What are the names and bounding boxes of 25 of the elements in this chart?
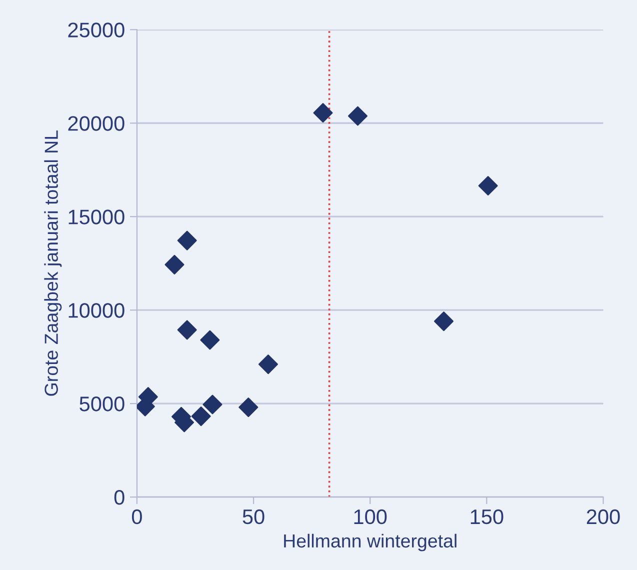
- point: [258, 354, 278, 374]
- y-tick-label: 25000: [68, 22, 124, 38]
- y-tick-label: 15000: [68, 210, 124, 224]
- point: [434, 312, 454, 332]
- y-tick-label: 10000: [68, 303, 124, 318]
- x-tick-label: 100: [354, 509, 387, 524]
- x-tick-label: 50: [242, 509, 264, 524]
- point: [200, 330, 220, 350]
- x-tick-label: 200: [586, 509, 620, 524]
- point: [164, 254, 184, 274]
- point: [202, 394, 222, 414]
- x-tick-label: 150: [470, 509, 504, 524]
- x-tick-label: 0: [132, 509, 142, 524]
- point: [313, 103, 333, 123]
- y-tick-label: 20000: [68, 116, 124, 131]
- point: [478, 176, 498, 196]
- y-tick-label: 5000: [80, 396, 124, 412]
- point: [348, 106, 368, 126]
- y-axis-title: Grote Zaagbek januari totaal NL: [44, 130, 62, 396]
- point: [238, 398, 258, 418]
- x-axis-title: Hellmann wintergetal: [284, 534, 456, 552]
- point: [177, 230, 197, 250]
- y-tick-label: 0: [114, 490, 124, 505]
- point: [177, 320, 197, 340]
- point: [191, 406, 211, 426]
